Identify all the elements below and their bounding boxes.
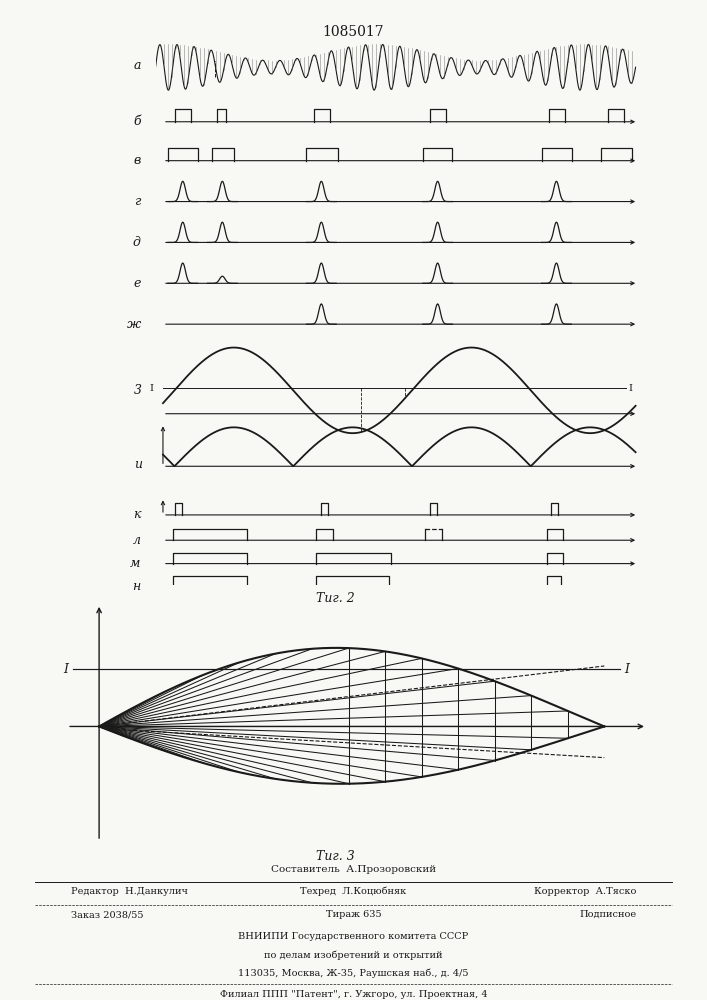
Text: I: I: [64, 663, 69, 676]
Text: Редактор  Н.Данкулич: Редактор Н.Данкулич: [71, 887, 187, 896]
Text: ВНИИПИ Государственного комитета СССР: ВНИИПИ Государственного комитета СССР: [238, 932, 469, 941]
Text: д: д: [133, 236, 141, 249]
Text: I: I: [149, 384, 153, 393]
Text: а: а: [133, 59, 141, 72]
Text: Τиг. 3: Τиг. 3: [317, 850, 355, 863]
Text: к: к: [133, 508, 141, 521]
Text: б: б: [133, 115, 141, 128]
Text: 113035, Москва, Ж-35, Раушская наб., д. 4/5: 113035, Москва, Ж-35, Раушская наб., д. …: [238, 968, 469, 977]
Text: в: в: [134, 154, 141, 167]
Text: г: г: [134, 195, 141, 208]
Text: Составитель  А.Прозоровский: Составитель А.Прозоровский: [271, 865, 436, 874]
Text: Филиал ППП "Патент", г. Ужгоро, ул. Проектная, 4: Филиал ППП "Патент", г. Ужгоро, ул. Прое…: [220, 990, 487, 999]
Text: 1085017: 1085017: [322, 25, 385, 39]
Text: 3: 3: [134, 384, 141, 397]
Text: по делам изобретений и открытий: по делам изобретений и открытий: [264, 950, 443, 960]
Text: I: I: [629, 384, 632, 393]
Text: Подписное: Подписное: [579, 910, 636, 919]
Text: е: е: [134, 277, 141, 290]
Text: Техред  Л.Коцюбняк: Техред Л.Коцюбняк: [300, 887, 407, 896]
Text: ж: ж: [127, 318, 141, 331]
Text: Τиг. 2: Τиг. 2: [317, 592, 355, 605]
Text: Заказ 2038/55: Заказ 2038/55: [71, 910, 144, 919]
Text: м: м: [130, 557, 141, 570]
Text: н: н: [132, 580, 141, 593]
Text: л: л: [133, 534, 141, 547]
Text: I: I: [624, 663, 629, 676]
Text: Корректор  А.Тяско: Корректор А.Тяско: [534, 887, 636, 896]
Text: Тираж 635: Тираж 635: [326, 910, 381, 919]
Text: u: u: [134, 458, 141, 471]
